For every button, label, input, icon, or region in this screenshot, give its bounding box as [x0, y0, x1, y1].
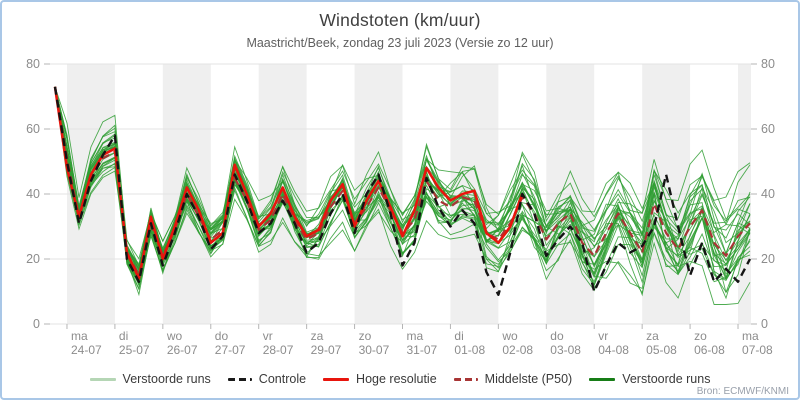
chart-title: Windstoten (km/uur)	[319, 10, 481, 30]
y-axis-label-right: 20	[761, 252, 775, 266]
x-axis-day-label: zo	[694, 329, 707, 343]
x-axis-date-label: 05-08	[646, 343, 677, 357]
legend-item-3: Middelste (P50)	[453, 372, 573, 386]
legend-label: Controle	[258, 372, 307, 386]
legend-item-1: Controle	[227, 372, 307, 386]
x-axis-date-label: 27-07	[215, 343, 246, 357]
x-axis-day-label: wo	[166, 329, 183, 343]
x-axis-date-label: 29-07	[311, 343, 342, 357]
y-axis-label-right: 40	[761, 187, 775, 201]
x-axis-date-label: 06-08	[694, 343, 725, 357]
x-axis-date-label: 30-07	[359, 343, 390, 357]
source-credit: Bron: ECMWF/KNMI	[696, 386, 789, 397]
x-axis-day-label: ma	[71, 329, 88, 343]
x-axis-date-label: 07-08	[742, 343, 773, 357]
ensemble-run-line	[54, 86, 751, 291]
x-axis-day-label: di	[454, 329, 463, 343]
legend-item-0: Verstoorde runs	[89, 372, 211, 386]
x-axis-day-label: ma	[406, 329, 423, 343]
x-axis-day-label: za	[311, 329, 324, 343]
y-axis-label-right: 0	[761, 317, 768, 331]
x-axis-date-label: 28-07	[263, 343, 294, 357]
x-axis-day-label: zo	[359, 329, 372, 343]
hires-run-line	[53, 86, 524, 280]
x-axis-date-label: 24-07	[71, 343, 102, 357]
y-axis-label-right: 60	[761, 122, 775, 136]
chart-subtitle: Maastricht/Beek, zondag 23 juli 2023 (Ve…	[246, 36, 554, 50]
x-axis-day-label: ma	[742, 329, 759, 343]
x-axis-date-label: 26-07	[167, 343, 198, 357]
x-axis-date-label: 04-08	[598, 343, 629, 357]
y-axis-label-left: 80	[26, 57, 40, 71]
x-axis-day-label: do	[550, 329, 564, 343]
x-axis-date-label: 03-08	[550, 343, 581, 357]
x-axis-day-label: za	[646, 329, 659, 343]
dashed-line-swatch	[453, 377, 478, 381]
legend-item-4: Verstoorde runs	[589, 372, 710, 386]
legend-label: Hoge resolutie	[356, 372, 437, 386]
chart-legend: Verstoorde runs Controle Hoge resolutie Mid…	[2, 369, 798, 389]
line-swatch	[589, 377, 616, 381]
x-axis-day-label: vr	[263, 329, 273, 343]
y-axis-label-left: 0	[33, 317, 40, 331]
legend-label: Verstoorde runs	[622, 372, 711, 386]
legend-label: Verstoorde runs	[122, 372, 211, 386]
x-axis-date-label: 01-08	[454, 343, 485, 357]
control-run-line	[53, 86, 752, 296]
ensemble-run-line	[54, 86, 751, 272]
legend-item-2: Hoge resolutie	[323, 372, 437, 386]
x-axis-day-label: di	[119, 329, 128, 343]
x-axis-day-label: wo	[501, 329, 518, 343]
y-axis-label-left: 60	[26, 122, 40, 136]
legend-label: Middelste (P50)	[484, 372, 573, 386]
x-axis-day-label: do	[215, 329, 229, 343]
line-swatch	[89, 377, 116, 381]
y-axis-label-right: 80	[761, 57, 775, 71]
x-axis-date-label: 25-07	[119, 343, 150, 357]
line-swatch	[323, 377, 350, 381]
dashed-line-swatch	[227, 377, 252, 381]
y-axis-label-left: 20	[26, 252, 40, 266]
x-axis-date-label: 31-07	[406, 343, 437, 357]
x-axis-day-label: vr	[598, 329, 608, 343]
x-axis-date-label: 02-08	[502, 343, 533, 357]
y-axis-label-left: 40	[26, 187, 40, 201]
ensemble-run-line	[54, 86, 751, 266]
